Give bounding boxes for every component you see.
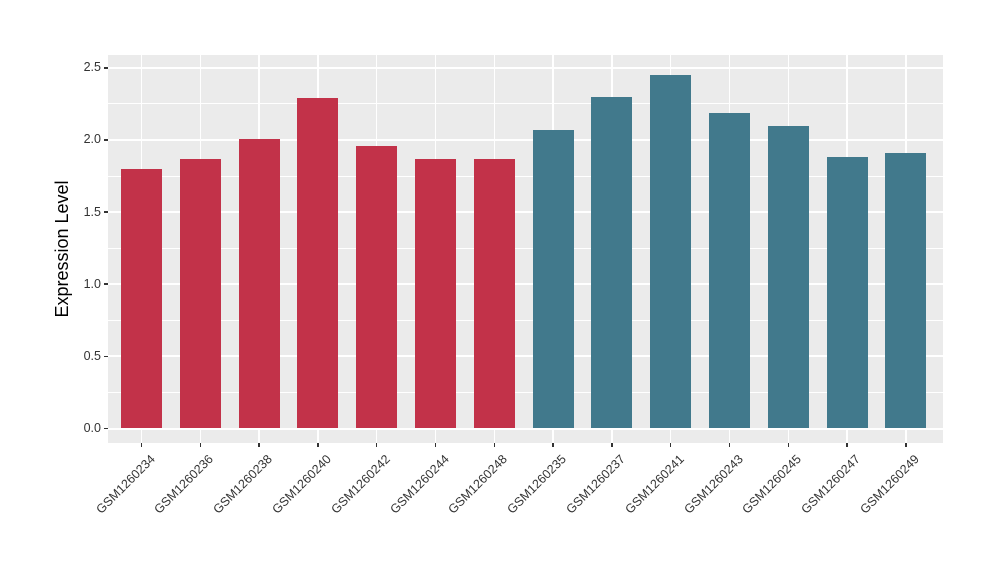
gridline-major-horizontal (108, 427, 943, 430)
bar-GSM1260237 (591, 96, 633, 429)
x-tick-label: GSM1260240 (269, 452, 334, 517)
gridline-major-horizontal (108, 66, 943, 69)
bar-GSM1260249 (885, 152, 927, 429)
y-tick-mark (104, 355, 108, 358)
y-tick-label: 0.5 (83, 348, 101, 363)
bar-GSM1260245 (767, 125, 809, 429)
bar-GSM1260234 (121, 168, 162, 429)
x-tick-mark (317, 443, 319, 447)
x-tick-label: GSM1260242 (328, 452, 393, 517)
x-tick-mark (258, 443, 260, 447)
x-tick-mark (140, 443, 143, 447)
y-tick-mark (104, 139, 108, 141)
y-tick-label: 1.5 (83, 204, 101, 219)
y-tick-label: 2.0 (83, 132, 101, 147)
gridline-major-horizontal (108, 355, 943, 358)
x-tick-mark (199, 443, 202, 447)
x-tick-mark (905, 443, 907, 447)
x-tick-label: GSM1260245 (739, 452, 805, 517)
bar-GSM1260240 (297, 98, 339, 429)
gridline-major-horizontal (108, 138, 943, 141)
x-tick-mark (434, 443, 437, 447)
y-tick-label: 0.0 (83, 421, 101, 435)
x-tick-mark (552, 443, 554, 447)
bar-GSM1260236 (179, 158, 221, 429)
bar-GSM1260242 (356, 145, 398, 429)
x-tick-label: GSM1260241 (622, 452, 687, 517)
gridline-major-horizontal (108, 283, 943, 286)
bar-GSM1260235 (532, 129, 574, 429)
plot-panel (108, 55, 943, 443)
x-tick-label: GSM1260248 (445, 452, 511, 517)
gridline-minor-horizontal (108, 247, 943, 249)
x-tick-label: GSM1260234 (92, 452, 158, 517)
bar-GSM1260238 (238, 138, 280, 429)
x-tick-mark (493, 443, 496, 447)
y-tick-mark (104, 211, 108, 213)
x-tick-mark (846, 443, 848, 447)
gridline-minor-horizontal (108, 103, 943, 105)
x-tick-mark (375, 443, 378, 447)
gridline-minor-horizontal (108, 391, 943, 393)
x-tick-label: GSM1260235 (504, 452, 569, 517)
bar-GSM1260243 (709, 112, 750, 429)
x-tick-label: GSM1260238 (210, 452, 275, 517)
bar-GSM1260247 (826, 157, 868, 429)
x-tick-label: GSM1260249 (857, 452, 922, 517)
gridline-major-horizontal (108, 211, 943, 214)
x-tick-mark (787, 443, 790, 447)
x-tick-mark (728, 443, 731, 447)
bar-GSM1260244 (415, 158, 456, 429)
x-tick-label: GSM1260243 (680, 452, 746, 517)
x-tick-mark (669, 443, 672, 447)
gridline-minor-horizontal (108, 319, 943, 321)
bar-GSM1260241 (650, 75, 692, 429)
y-tick-mark (104, 67, 108, 69)
y-tick-label: 2.5 (83, 60, 101, 75)
x-tick-label: GSM1260237 (563, 452, 628, 517)
y-tick-mark (104, 427, 108, 430)
y-tick-mark (104, 283, 108, 285)
x-tick-label: GSM1260236 (151, 452, 217, 517)
x-tick-mark (611, 443, 613, 447)
bar-GSM1260248 (473, 158, 515, 429)
x-tick-label: GSM1260247 (798, 452, 863, 517)
y-tick-label: 1.0 (83, 276, 101, 291)
gridline-minor-horizontal (108, 175, 943, 177)
x-tick-label: GSM1260244 (386, 452, 452, 517)
